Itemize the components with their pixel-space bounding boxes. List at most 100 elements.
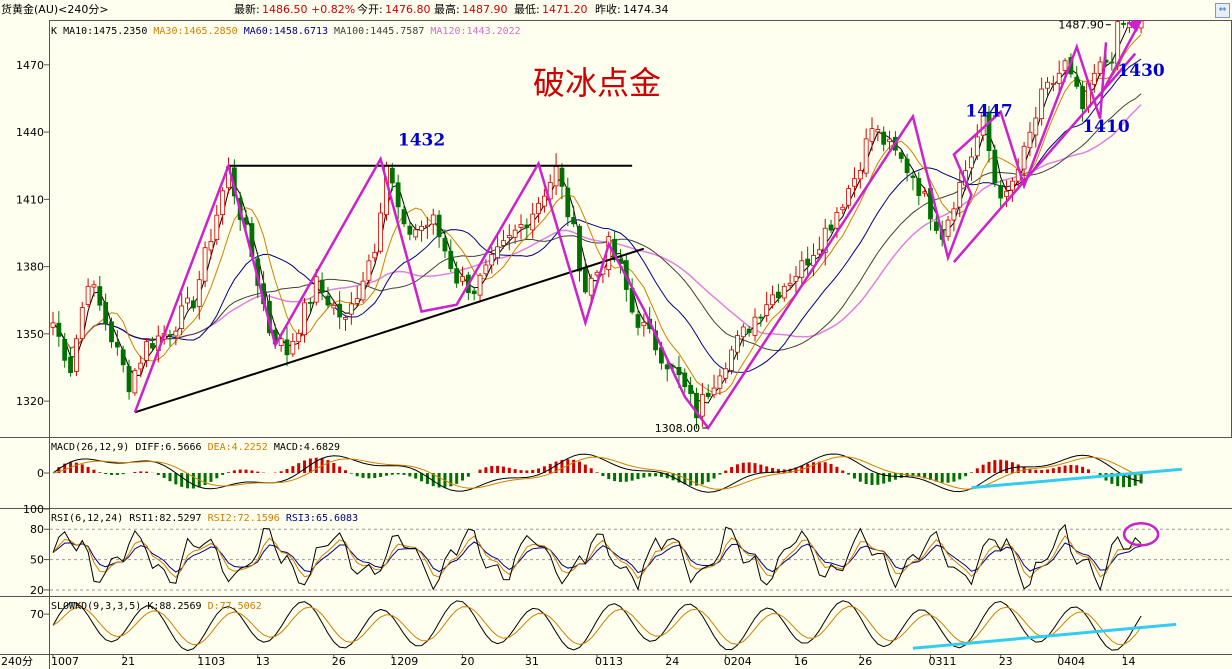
latest-label: 最新: xyxy=(234,3,260,16)
candle-body xyxy=(863,138,869,174)
candle-body xyxy=(220,190,226,216)
price-tick-label: 1320 xyxy=(16,395,44,408)
candle-body xyxy=(916,178,922,196)
rsi-highlight-circle xyxy=(1122,522,1160,547)
rsi-tick-label: 50 xyxy=(30,554,44,567)
kd-trendline xyxy=(912,622,1177,650)
candle-body xyxy=(945,219,951,237)
candle-body xyxy=(173,330,179,337)
time-tick-label: 0311 xyxy=(929,655,957,668)
candle-body xyxy=(354,298,360,304)
candle-body xyxy=(588,277,594,296)
slowkd-legend: SLOWKD(9,3,3,5) K:88.2569 D:77.5062 xyxy=(51,601,262,612)
candle-body xyxy=(1091,72,1097,85)
candle-body xyxy=(331,304,337,309)
candle-body xyxy=(887,138,892,143)
price-axis: 1470 1440 1410 1380 1350 1320 xyxy=(16,59,49,408)
level-annotation: 1430 xyxy=(1117,61,1164,81)
panel-toggle-icon[interactable]: ⇔ xyxy=(1215,3,1230,18)
prev-close-value: 1474.34 xyxy=(623,3,669,16)
candle-body xyxy=(126,366,132,393)
candle-body xyxy=(167,334,173,337)
arrow-shaft xyxy=(1128,20,1138,26)
time-tick-label: 20 xyxy=(461,655,475,668)
candle-body xyxy=(717,375,723,389)
candle-body xyxy=(1010,180,1015,191)
rsi-tick-label: 100 xyxy=(23,503,44,516)
candle-body xyxy=(723,368,729,379)
candle-body xyxy=(828,224,834,231)
macd-legend: MACD(26,12,9) DIFF:6.5666 DEA:4.2252 MAC… xyxy=(51,442,340,453)
candle-body xyxy=(278,338,284,346)
candle-body xyxy=(1121,22,1126,25)
candle-body xyxy=(372,252,378,259)
candle-body xyxy=(840,206,846,211)
time-tick-label: 16 xyxy=(794,655,808,668)
candle-body xyxy=(196,279,202,307)
candle-body xyxy=(62,338,68,361)
candle-body xyxy=(992,149,998,184)
candle-body xyxy=(746,328,752,334)
candle-body xyxy=(190,300,196,309)
time-tick-label: 26 xyxy=(332,655,346,668)
slowkd-panel: 70 xyxy=(30,600,1177,652)
candle-body xyxy=(705,392,711,398)
candle-body xyxy=(764,304,770,316)
candle-body xyxy=(694,392,699,419)
rsi1-line xyxy=(52,523,1142,592)
candle-body xyxy=(787,282,793,286)
candle-body xyxy=(1115,21,1121,65)
candle-body xyxy=(313,276,319,303)
wave-zigzag xyxy=(133,42,1108,431)
time-tick-label: 23 xyxy=(999,655,1013,668)
time-tick-label: 21 xyxy=(121,655,135,668)
candle-body xyxy=(553,166,559,187)
candle-body xyxy=(79,307,85,339)
time-tick-label: 14 xyxy=(1122,655,1136,668)
candle-body xyxy=(530,213,536,231)
candle-body xyxy=(793,275,799,282)
candle-body xyxy=(74,338,79,372)
candle-body xyxy=(442,238,448,252)
candle-body xyxy=(360,280,366,301)
candle-body xyxy=(109,321,114,343)
candle-body xyxy=(1033,117,1039,136)
candle-body xyxy=(986,111,992,151)
candle-body xyxy=(150,343,155,349)
prev-close-label: 昨收: xyxy=(595,3,621,16)
candle-body xyxy=(1062,60,1068,71)
panel-frames xyxy=(0,20,1232,669)
candle-body xyxy=(1109,61,1115,64)
candle-body xyxy=(910,175,916,178)
rsi-tick-label: 20 xyxy=(30,584,44,597)
candle-body xyxy=(933,221,939,231)
candle-body xyxy=(565,187,571,218)
candle-body xyxy=(571,217,577,225)
candle-body xyxy=(969,156,974,169)
time-tick-label: 24 xyxy=(665,655,679,668)
candle-body xyxy=(495,246,501,259)
candle-body xyxy=(898,152,904,159)
quote-bar: 货黄金(AU)<240分> 最新: 1486.50 +0.82% 今开: 147… xyxy=(0,0,1232,20)
candle-body xyxy=(998,185,1004,199)
level-annotation: 1447 xyxy=(965,101,1012,121)
candle-body xyxy=(103,302,109,325)
candle-body xyxy=(1045,81,1050,89)
candle-body xyxy=(91,284,97,288)
breakout-arrow xyxy=(1099,20,1143,97)
candle-body xyxy=(957,181,963,208)
candle-body xyxy=(512,229,518,238)
symbol-label: 货黄金(AU)<240分> xyxy=(1,3,109,16)
candle-body xyxy=(114,341,120,348)
candle-body xyxy=(56,322,62,337)
candle-body xyxy=(424,224,430,228)
candle-body xyxy=(419,225,424,231)
candle-body xyxy=(881,131,887,145)
candle-body xyxy=(501,240,506,246)
candle-body xyxy=(144,341,150,361)
candle-body xyxy=(536,202,541,214)
candle-body xyxy=(1074,76,1080,87)
candle-body xyxy=(852,178,857,187)
candle-body xyxy=(758,316,764,319)
candle-body xyxy=(641,321,647,327)
